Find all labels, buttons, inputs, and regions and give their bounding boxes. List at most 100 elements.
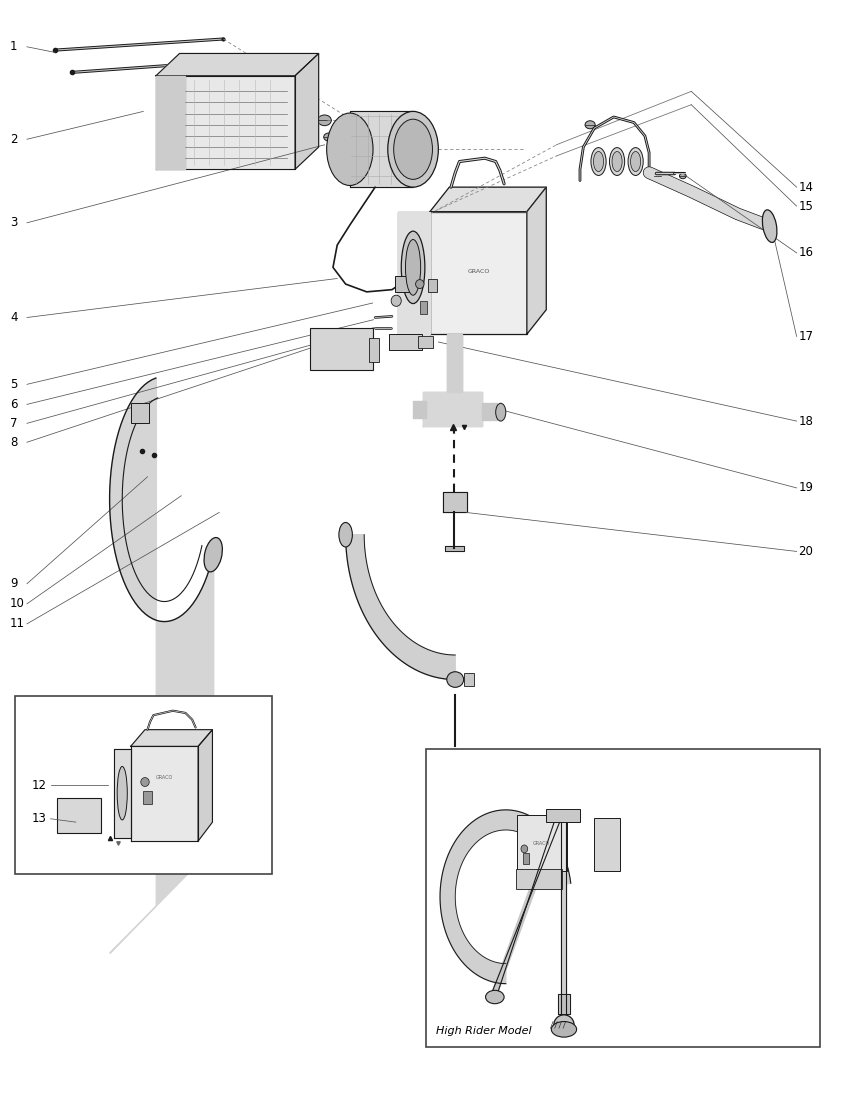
Ellipse shape xyxy=(327,113,373,185)
Polygon shape xyxy=(156,53,319,76)
Ellipse shape xyxy=(416,280,424,289)
Ellipse shape xyxy=(593,152,604,172)
Ellipse shape xyxy=(391,295,401,306)
FancyBboxPatch shape xyxy=(420,301,427,314)
Polygon shape xyxy=(527,187,546,334)
Text: 12: 12 xyxy=(32,779,47,792)
Text: 27: 27 xyxy=(796,1005,811,1018)
Ellipse shape xyxy=(642,862,648,867)
Text: 15: 15 xyxy=(798,199,813,213)
Polygon shape xyxy=(156,76,185,169)
Ellipse shape xyxy=(496,403,506,421)
Polygon shape xyxy=(413,401,426,418)
Text: GRACO: GRACO xyxy=(533,841,550,846)
Ellipse shape xyxy=(84,827,91,831)
Text: 7: 7 xyxy=(10,417,18,430)
Ellipse shape xyxy=(394,119,432,179)
Ellipse shape xyxy=(204,538,223,571)
Ellipse shape xyxy=(521,844,528,853)
Text: 9: 9 xyxy=(10,577,18,590)
Polygon shape xyxy=(295,53,319,169)
FancyBboxPatch shape xyxy=(594,818,620,871)
Text: 2: 2 xyxy=(10,133,18,146)
Ellipse shape xyxy=(447,672,464,687)
FancyBboxPatch shape xyxy=(426,749,820,1047)
Text: 17: 17 xyxy=(798,330,813,343)
Polygon shape xyxy=(346,535,455,680)
Ellipse shape xyxy=(324,133,334,141)
Polygon shape xyxy=(561,813,566,1029)
Text: 18: 18 xyxy=(798,414,813,428)
Ellipse shape xyxy=(388,111,438,187)
Text: 3: 3 xyxy=(10,216,18,229)
FancyBboxPatch shape xyxy=(517,815,567,871)
Text: 25: 25 xyxy=(796,948,811,961)
Polygon shape xyxy=(398,212,430,334)
Ellipse shape xyxy=(762,209,777,243)
Ellipse shape xyxy=(654,174,661,178)
FancyBboxPatch shape xyxy=(310,328,373,370)
Text: 21: 21 xyxy=(796,814,811,828)
Text: 24: 24 xyxy=(796,898,811,911)
Polygon shape xyxy=(482,403,497,420)
FancyBboxPatch shape xyxy=(143,791,152,804)
Polygon shape xyxy=(558,994,570,1014)
Ellipse shape xyxy=(405,240,421,295)
Text: 4: 4 xyxy=(10,311,18,324)
Text: 14: 14 xyxy=(798,180,813,194)
Text: 1: 1 xyxy=(10,40,18,53)
Ellipse shape xyxy=(554,1015,574,1035)
Polygon shape xyxy=(430,212,527,334)
Polygon shape xyxy=(156,76,295,169)
FancyBboxPatch shape xyxy=(428,278,437,292)
Polygon shape xyxy=(423,392,482,426)
Ellipse shape xyxy=(631,152,641,172)
Ellipse shape xyxy=(401,231,425,304)
Ellipse shape xyxy=(635,852,643,859)
Ellipse shape xyxy=(449,750,461,770)
FancyBboxPatch shape xyxy=(389,334,422,350)
Ellipse shape xyxy=(620,844,631,853)
Ellipse shape xyxy=(576,823,584,830)
Ellipse shape xyxy=(486,990,504,1004)
Polygon shape xyxy=(440,810,571,984)
Text: 5: 5 xyxy=(10,378,18,391)
Ellipse shape xyxy=(576,812,584,819)
Ellipse shape xyxy=(90,820,99,827)
Text: GRACO: GRACO xyxy=(156,775,173,780)
Text: 26: 26 xyxy=(796,976,811,989)
Ellipse shape xyxy=(591,147,606,175)
FancyBboxPatch shape xyxy=(516,869,562,889)
Ellipse shape xyxy=(318,115,331,126)
Ellipse shape xyxy=(609,147,625,175)
Ellipse shape xyxy=(585,120,595,129)
Text: 16: 16 xyxy=(798,246,813,260)
Text: 23: 23 xyxy=(796,857,811,870)
FancyBboxPatch shape xyxy=(57,798,101,833)
Polygon shape xyxy=(447,334,462,392)
Ellipse shape xyxy=(679,174,686,178)
FancyBboxPatch shape xyxy=(369,338,379,362)
FancyBboxPatch shape xyxy=(546,809,580,822)
Text: 19: 19 xyxy=(798,481,813,495)
Polygon shape xyxy=(350,111,413,187)
FancyBboxPatch shape xyxy=(15,696,272,874)
FancyBboxPatch shape xyxy=(523,853,529,864)
Polygon shape xyxy=(491,815,562,994)
Ellipse shape xyxy=(628,147,643,175)
Text: 13: 13 xyxy=(32,812,47,825)
Ellipse shape xyxy=(117,766,127,820)
Polygon shape xyxy=(430,187,546,212)
Ellipse shape xyxy=(551,1022,577,1037)
Ellipse shape xyxy=(339,522,352,547)
Polygon shape xyxy=(445,546,464,551)
Text: 6: 6 xyxy=(10,398,18,411)
Text: 10: 10 xyxy=(10,597,25,610)
Text: 22: 22 xyxy=(796,836,811,849)
Polygon shape xyxy=(198,730,212,841)
FancyBboxPatch shape xyxy=(131,403,149,423)
FancyBboxPatch shape xyxy=(464,673,474,686)
FancyBboxPatch shape xyxy=(418,336,433,348)
Polygon shape xyxy=(114,749,131,838)
Polygon shape xyxy=(443,492,467,512)
